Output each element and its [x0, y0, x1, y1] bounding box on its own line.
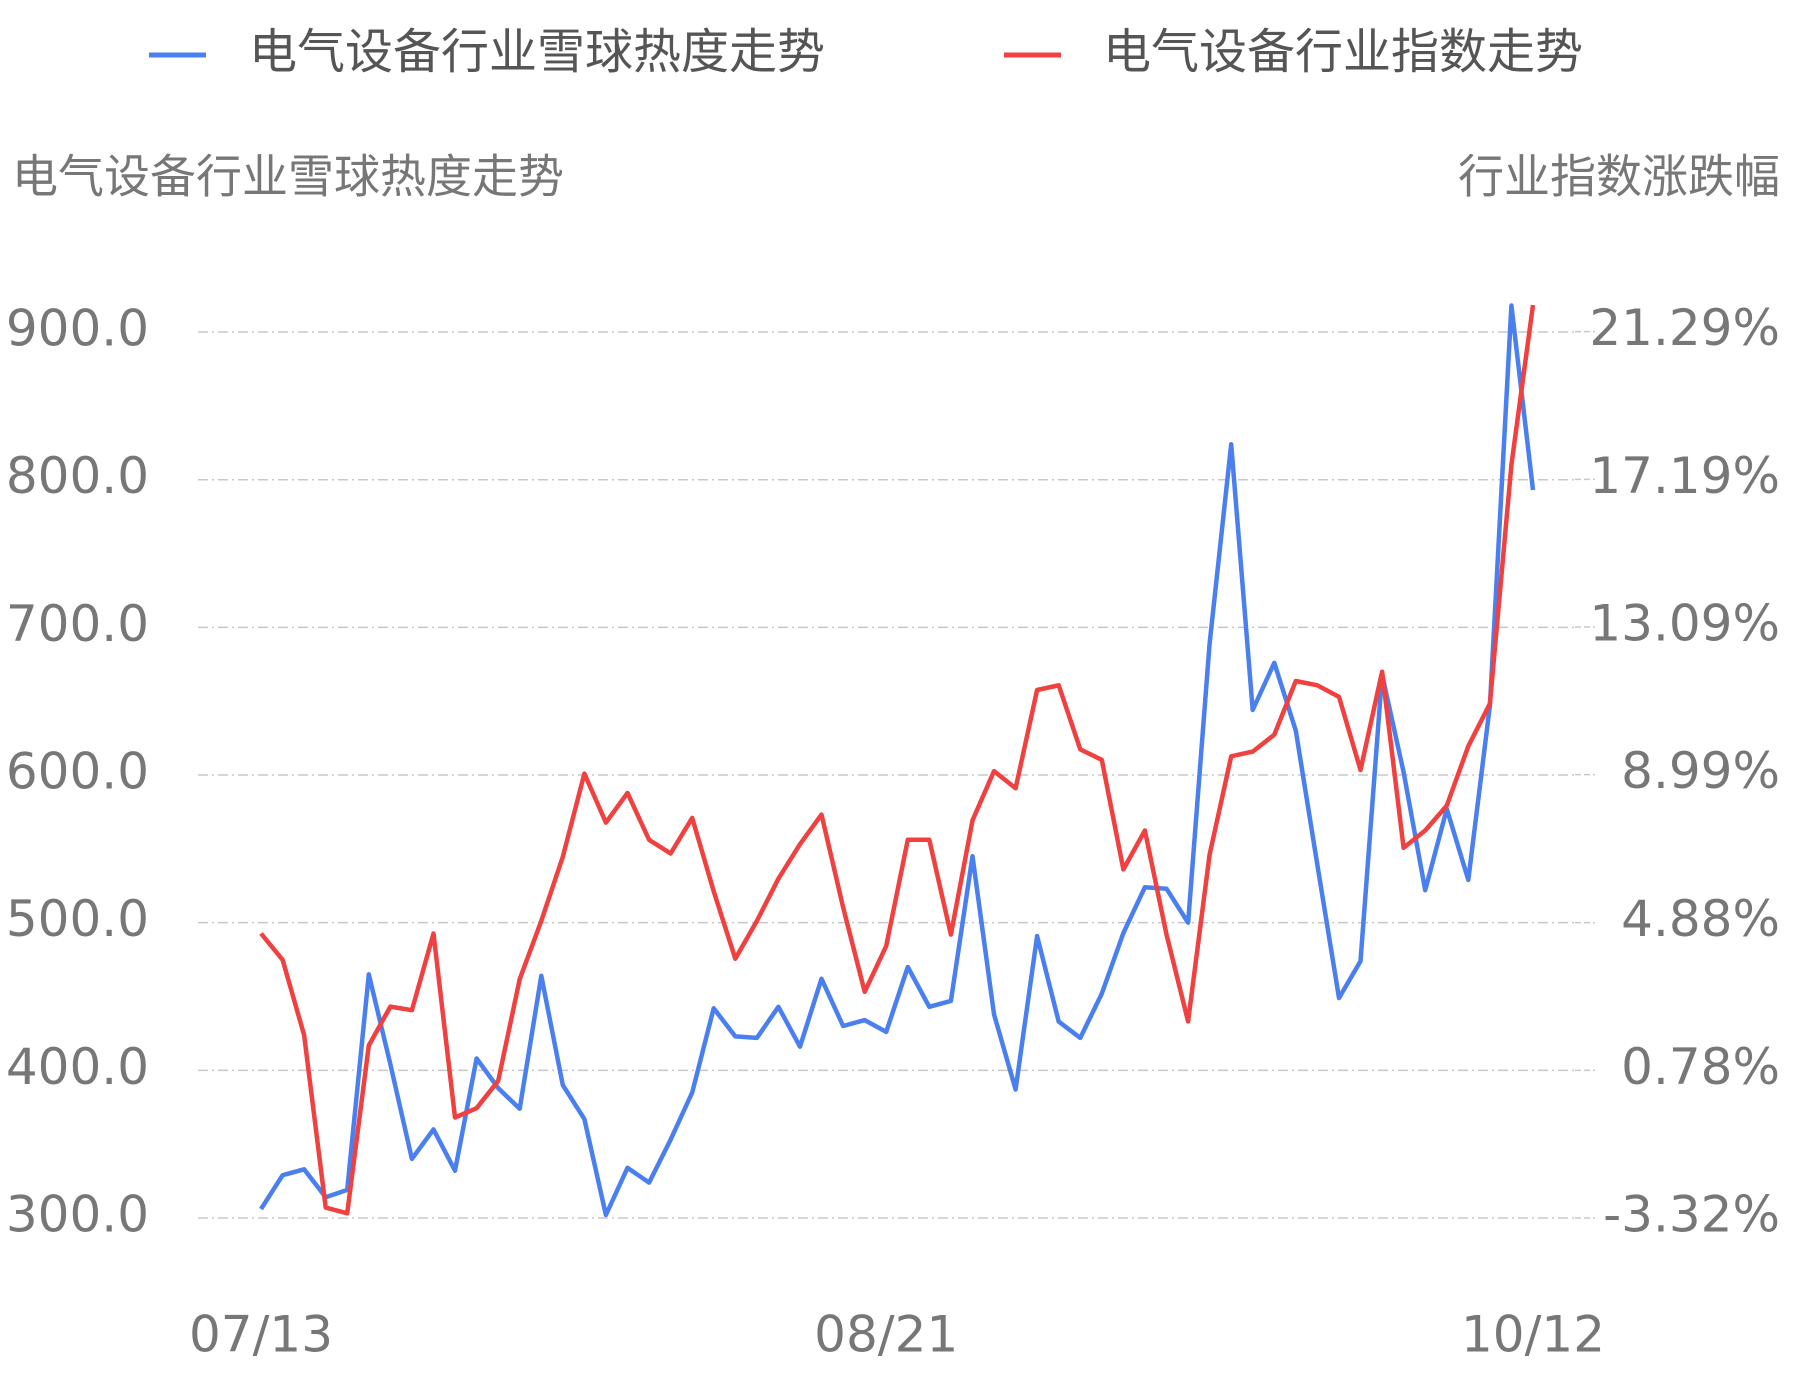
- y-axis-title: 电气设备行业雪球热度走势: [12, 150, 564, 204]
- y2-tick-label: 0.78%: [1621, 1038, 1780, 1096]
- x-tick-label: 10/12: [1461, 1306, 1605, 1364]
- y2-tick-label: 13.09%: [1589, 594, 1780, 652]
- y-tick-label: 400.0: [6, 1038, 149, 1096]
- series-line: [259, 303, 1536, 1218]
- y2-axis-title: 行业指数涨跌幅: [1458, 150, 1780, 204]
- y2-tick-label: -3.32%: [1603, 1186, 1780, 1244]
- x-tick-label: 08/21: [814, 1306, 958, 1364]
- series-line: [259, 304, 1536, 1216]
- x-tick-label: 07/13: [189, 1306, 333, 1364]
- y-tick-label: 900.0: [6, 300, 149, 358]
- legend-label: 电气设备行业指数走势: [1103, 24, 1583, 80]
- y2-tick-label: 17.19%: [1589, 447, 1780, 505]
- y2-tick-label: 21.29%: [1589, 299, 1780, 357]
- y-tick-label: 300.0: [6, 1186, 149, 1244]
- y-tick-label: 500.0: [6, 890, 149, 948]
- y-tick-label: 800.0: [6, 447, 149, 505]
- y2-tick-label: 8.99%: [1621, 742, 1780, 800]
- y2-tick-label: 4.88%: [1621, 890, 1780, 948]
- legend-label: 电气设备行业雪球热度走势: [249, 24, 825, 80]
- y-tick-label: 700.0: [6, 595, 149, 653]
- y-tick-label: 600.0: [6, 743, 149, 801]
